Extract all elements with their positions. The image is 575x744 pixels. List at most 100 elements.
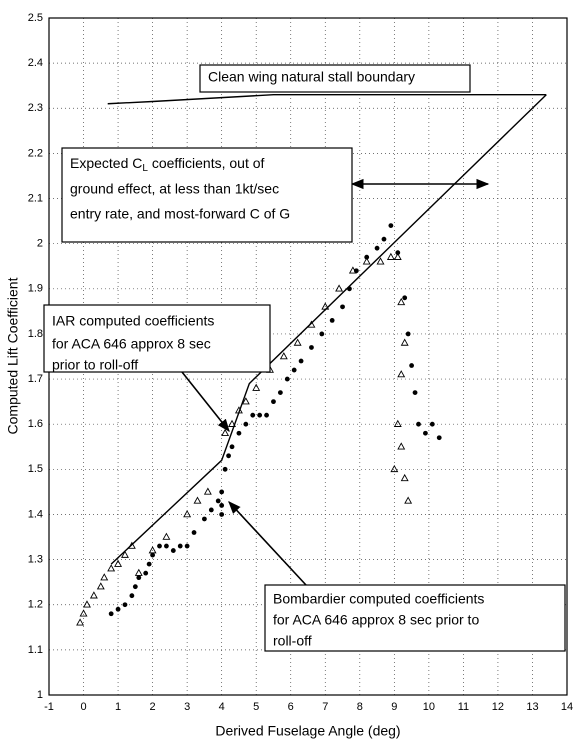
triangle-point [293, 338, 302, 346]
circle-point [222, 466, 228, 472]
annotation-segment: coefficients, out of [148, 155, 265, 171]
annotation-box [199, 64, 471, 93]
triangle-point [114, 559, 123, 567]
circle-point [202, 516, 207, 522]
triangle-point [83, 600, 91, 608]
triangle-point [397, 442, 406, 450]
circle-point [219, 489, 225, 495]
circle-point [416, 421, 421, 427]
circle-point [115, 606, 121, 612]
triangle-point [393, 252, 402, 260]
circle-point [236, 430, 242, 436]
circle-point [264, 412, 269, 418]
x-tick-label: 12 [492, 701, 504, 713]
y-tick-label: 1.9 [28, 283, 43, 295]
x-tick-label: 7 [322, 701, 328, 713]
circle-point [340, 304, 345, 310]
x-tick-label: 5 [253, 701, 259, 713]
triangle-point [96, 582, 105, 590]
circle-point [136, 575, 142, 581]
y-tick-label: 1.3 [28, 554, 43, 566]
circle-point [277, 390, 283, 396]
circle-point [309, 345, 314, 350]
circle-point [150, 552, 156, 558]
circle-point [250, 412, 256, 418]
triangle-point [252, 383, 261, 391]
annotation-box [264, 584, 566, 652]
circle-point [215, 498, 221, 504]
triangle-point [221, 428, 230, 436]
circle-point [409, 363, 414, 368]
annotation-text: Bombardier computed coefficients [273, 591, 484, 607]
circle-point [191, 530, 197, 535]
annotation-text: for ACA 646 approx 8 sec prior to [273, 612, 479, 628]
circle-point [402, 295, 408, 301]
circle-point [257, 412, 263, 418]
triangle-point [76, 618, 85, 626]
triangle-point [397, 370, 406, 378]
triangle-point [386, 252, 395, 260]
y-tick-label: 1 [37, 689, 43, 701]
triangle-point [390, 464, 399, 473]
triangle-point [162, 532, 171, 540]
triangle-point [228, 419, 236, 427]
triangle-point [89, 591, 98, 599]
x-tick-label: -1 [44, 701, 54, 713]
triangle-point [307, 320, 316, 328]
circle-point [374, 245, 380, 251]
triangle-point [234, 406, 243, 414]
circle-point [170, 548, 176, 553]
circle-point [423, 430, 428, 436]
y-tick-label: 1.5 [28, 463, 43, 475]
circle-point [177, 543, 183, 549]
y-tick-label: 1.2 [28, 599, 43, 611]
x-tick-label: 0 [80, 701, 86, 713]
annotation-segment: L [142, 163, 148, 174]
triangle-point [241, 397, 250, 405]
triangle-point [397, 297, 406, 306]
triangle-point [107, 564, 116, 572]
triangle-point [203, 487, 212, 495]
circle-point [388, 223, 394, 229]
x-tick-label: 13 [526, 701, 538, 713]
y-tick-label: 2.1 [28, 192, 43, 204]
circle-point [219, 512, 225, 517]
annotation-box [43, 304, 271, 373]
circle-point [219, 503, 225, 508]
triangle-point [400, 338, 409, 346]
circle-point [291, 367, 297, 373]
annotation-arrow [181, 371, 230, 433]
x-tick-label: 8 [357, 701, 363, 713]
annotation-text: Clean wing natural stall boundary [208, 69, 415, 85]
y-tick-label: 2 [37, 238, 43, 250]
annotation-text: entry rate, and most-forward C of G [70, 206, 290, 222]
annotation-text: roll-off [273, 633, 312, 649]
triangle-point [404, 496, 413, 504]
triangle-point [121, 550, 129, 558]
triangle-point [321, 302, 330, 310]
circle-point [364, 254, 370, 260]
circle-point [132, 584, 138, 590]
y-tick-label: 1.8 [28, 328, 43, 340]
annotation-box [61, 147, 353, 243]
annotation-arrow [228, 501, 307, 586]
annotation-text: Expected CL coefficients, out of [70, 155, 265, 174]
y-tick-label: 2.2 [28, 147, 43, 159]
circle-point [298, 358, 304, 364]
triangle-point [183, 510, 192, 518]
triangle-point [100, 573, 109, 581]
circle-point [146, 561, 152, 567]
circle-point [271, 399, 276, 405]
circle-point [129, 593, 135, 599]
y-tick-label: 2.3 [28, 102, 43, 114]
circle-point [108, 611, 114, 617]
circle-point [319, 331, 325, 337]
circle-point [412, 390, 418, 396]
circle-point [143, 570, 149, 576]
triangle-point [148, 546, 157, 554]
triangle-point [362, 257, 371, 265]
curve [110, 94, 547, 565]
triangle-point [400, 473, 409, 482]
x-tick-label: 6 [288, 701, 294, 713]
